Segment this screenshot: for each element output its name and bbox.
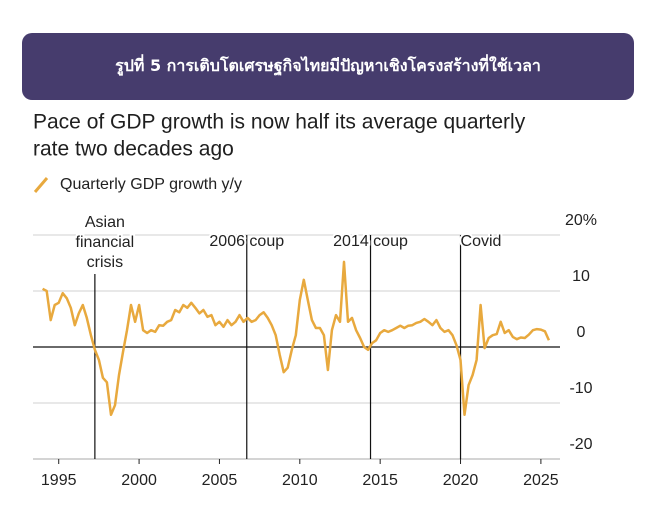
chart-title: rate two decades ago [33,138,234,161]
x-tick-label: 1995 [41,472,77,489]
event-label: financial [76,234,135,251]
y-tick-label: -10 [569,380,592,397]
y-tick-label: 20% [565,212,597,229]
event-label: Asian [85,214,125,231]
data-line [42,260,551,417]
y-tick-label: 10 [572,268,590,285]
event-label: Covid [461,233,502,250]
x-tick-label: 2000 [121,472,157,489]
event-label: crisis [87,254,123,271]
event-label: 2006 coup [209,233,284,250]
x-tick-label: 2020 [443,472,479,489]
event-label: 2014 coup [333,233,408,250]
x-tick-label: 2010 [282,472,318,489]
banner: รูปที่ 5 การเติบโตเศรษฐกิจไทยมีปัญหาเชิง… [22,33,634,100]
banner-title: รูปที่ 5 การเติบโตเศรษฐกิจไทยมีปัญหาเชิง… [115,56,541,75]
x-tick-label: 2005 [202,472,238,489]
chart-title: Pace of GDP growth is now half its avera… [33,111,526,134]
y-tick-label: -20 [569,436,592,453]
x-tick-label: 2015 [362,472,398,489]
legend-swatch [33,177,49,193]
y-tick-label: 0 [577,324,586,341]
x-tick-label: 2025 [523,472,559,489]
legend-label: Quarterly GDP growth y/y [60,176,242,193]
